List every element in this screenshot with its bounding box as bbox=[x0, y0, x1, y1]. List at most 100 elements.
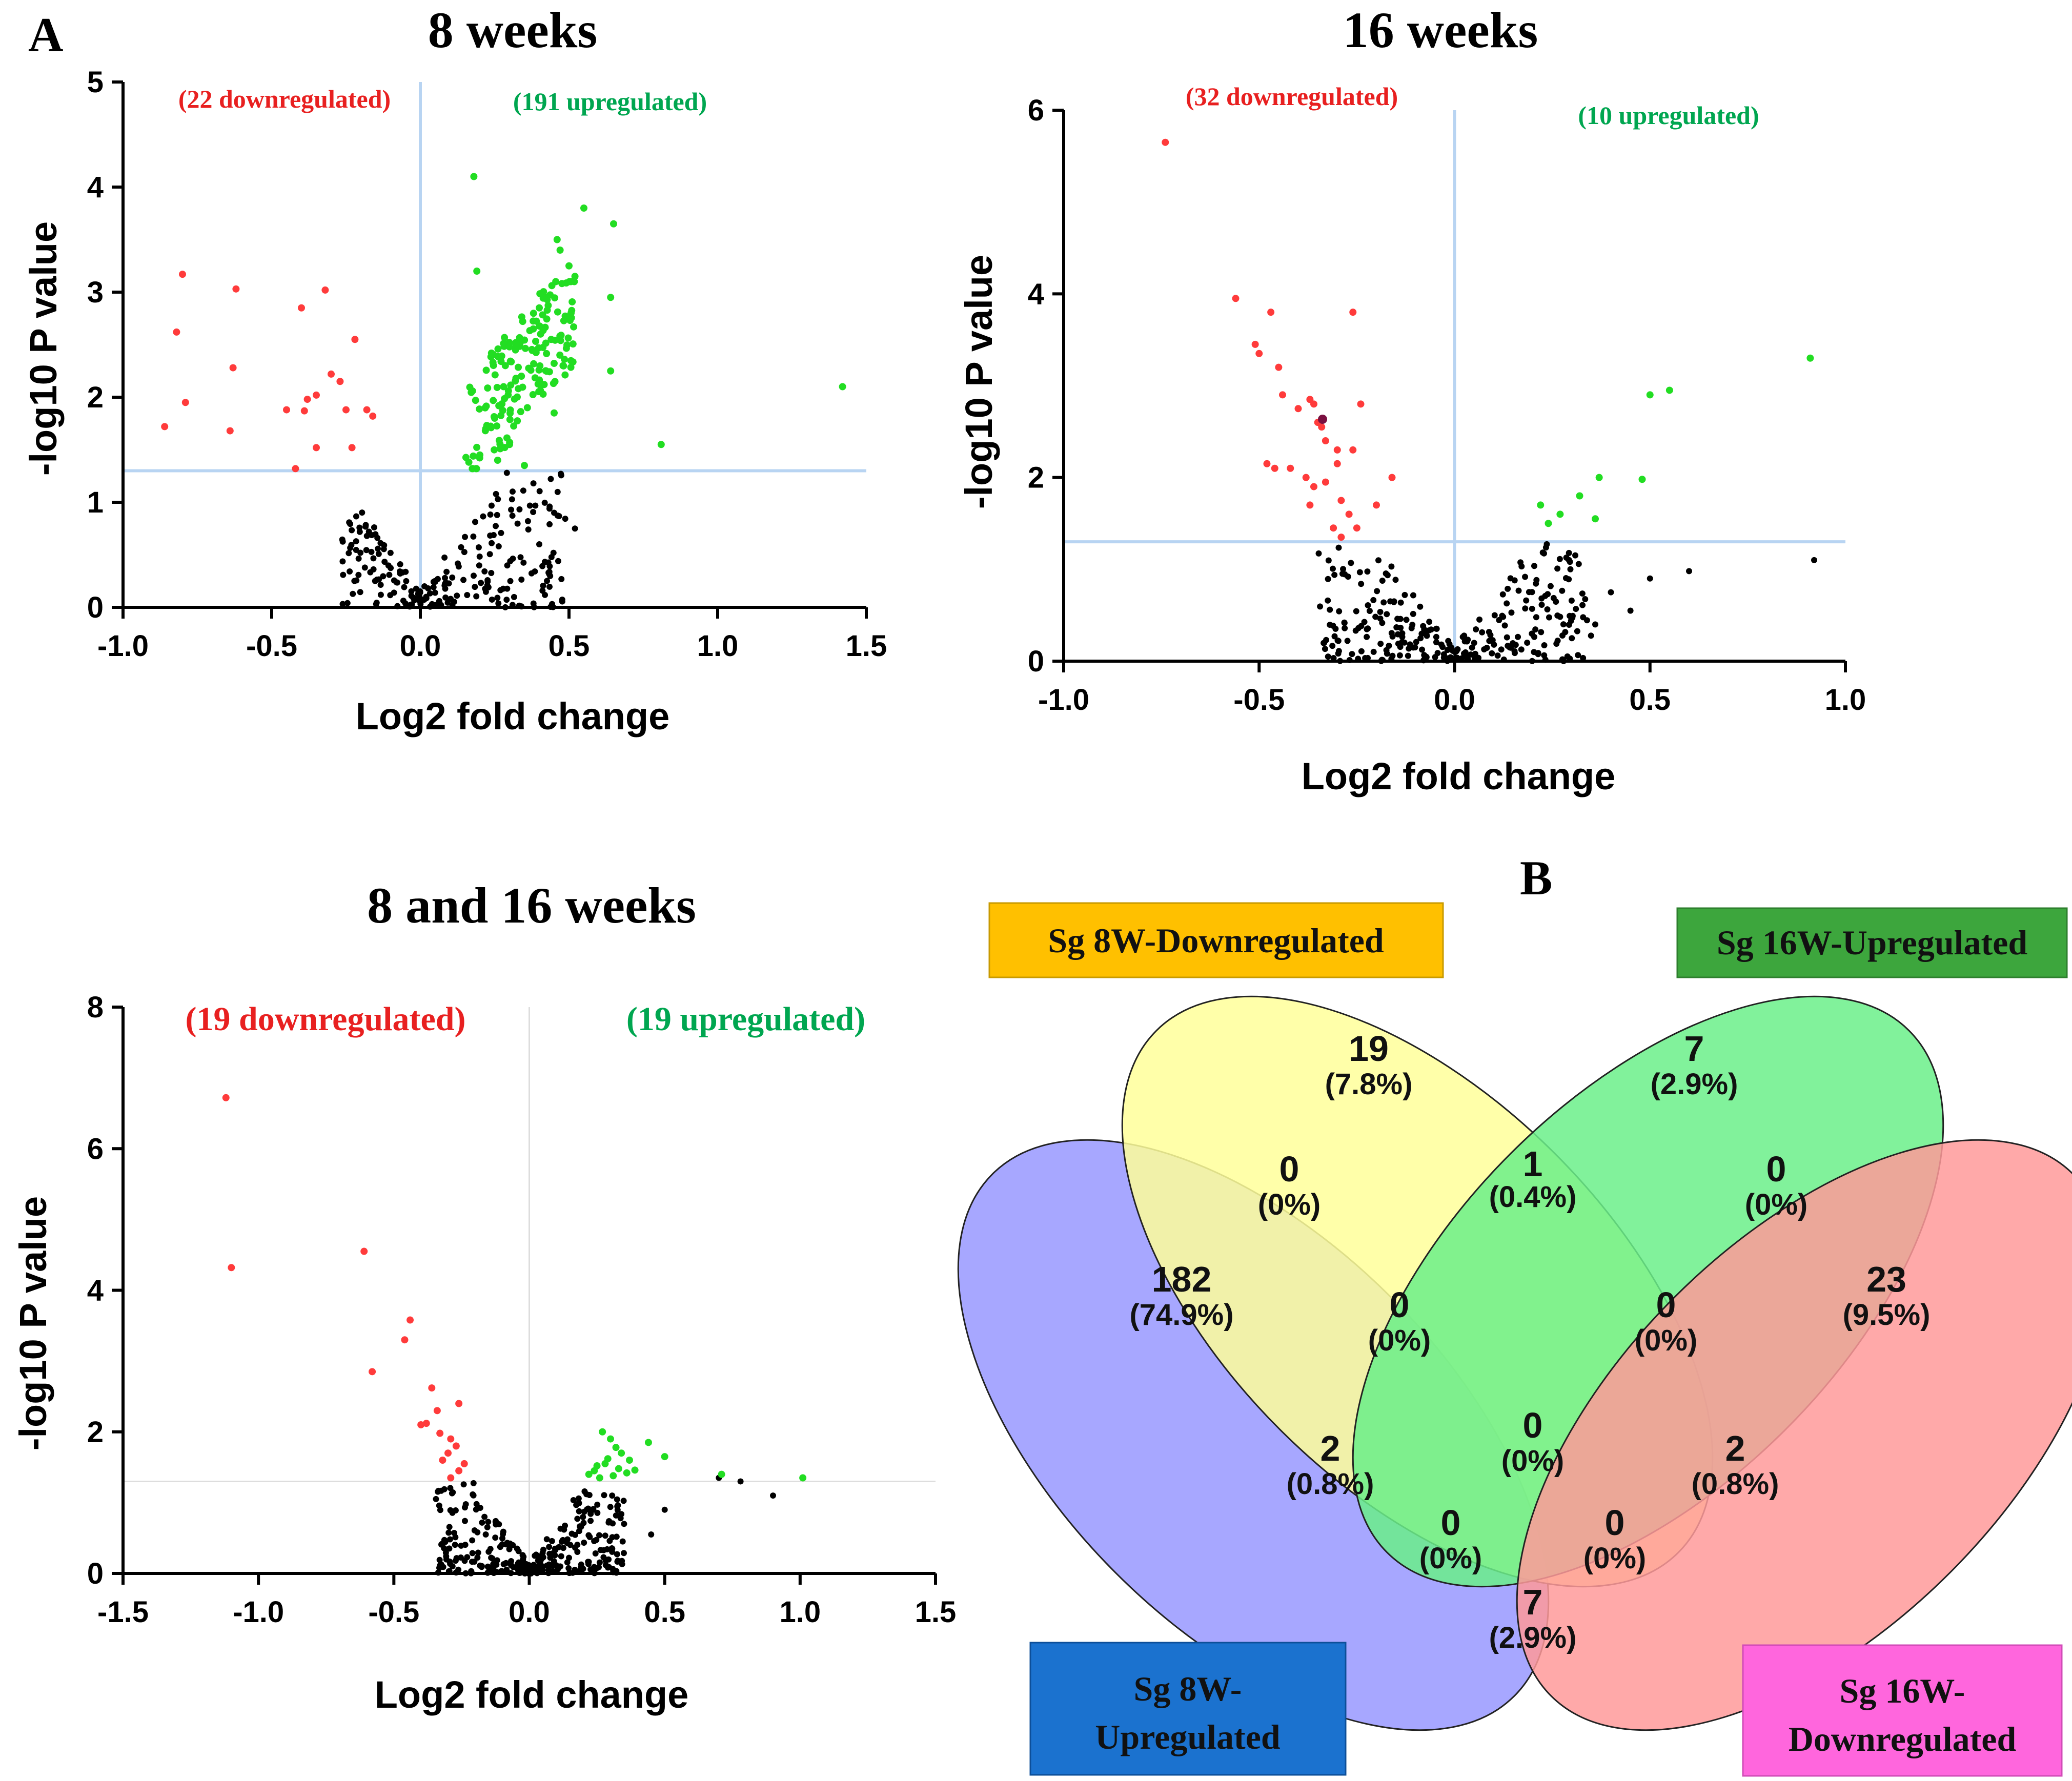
down-point bbox=[229, 364, 237, 372]
ns-point bbox=[1423, 654, 1430, 661]
ns-point bbox=[452, 1542, 458, 1548]
down-point bbox=[1349, 446, 1357, 454]
ns-point bbox=[442, 594, 449, 601]
ns-point bbox=[433, 1496, 439, 1502]
down-point bbox=[369, 412, 377, 420]
up-point bbox=[491, 371, 499, 379]
ns-point bbox=[1417, 603, 1424, 610]
up-point bbox=[537, 382, 545, 390]
ns-point bbox=[1515, 587, 1522, 594]
ns-point bbox=[397, 561, 403, 568]
ns-point bbox=[503, 469, 510, 476]
up-point bbox=[494, 457, 501, 464]
ns-point bbox=[614, 1551, 620, 1558]
ns-point bbox=[436, 1557, 443, 1563]
up-point bbox=[500, 383, 507, 391]
ns-point bbox=[1556, 556, 1563, 562]
ns-point bbox=[386, 571, 393, 578]
ns-point bbox=[1410, 610, 1416, 617]
up-point bbox=[493, 422, 501, 430]
ns-point bbox=[441, 554, 448, 561]
up-point bbox=[1665, 386, 1673, 394]
ns-point bbox=[446, 1559, 453, 1565]
ns-point bbox=[1510, 640, 1516, 646]
up-point bbox=[499, 406, 506, 414]
ns-point bbox=[1345, 574, 1351, 580]
up-point bbox=[623, 1469, 631, 1477]
ns-point bbox=[558, 1538, 565, 1545]
ns-point bbox=[339, 536, 346, 543]
ns-point bbox=[487, 1546, 494, 1552]
ns-point bbox=[340, 571, 347, 578]
ns-point bbox=[508, 1558, 515, 1565]
up-point bbox=[570, 323, 578, 331]
up-point bbox=[604, 1455, 612, 1463]
ns-point bbox=[1579, 602, 1586, 608]
down-point bbox=[1330, 524, 1337, 532]
ns-point bbox=[1518, 646, 1525, 653]
down-point bbox=[401, 1336, 409, 1344]
up-point bbox=[1638, 476, 1646, 483]
ns-point bbox=[371, 524, 377, 531]
ns-point bbox=[1575, 652, 1581, 659]
ns-point bbox=[545, 569, 552, 576]
x-tick-label: 0.5 bbox=[549, 629, 590, 663]
ns-point bbox=[542, 591, 549, 598]
ns-point bbox=[509, 496, 515, 503]
ns-point bbox=[618, 1511, 625, 1518]
ns-point bbox=[546, 521, 553, 527]
down-point bbox=[436, 1429, 444, 1437]
ns-point bbox=[1419, 646, 1426, 653]
venn-count-8wdown-16wup: 1 bbox=[1523, 1144, 1543, 1184]
ns-point bbox=[1426, 627, 1432, 634]
ns-point bbox=[454, 592, 460, 599]
ns-point bbox=[1524, 639, 1531, 646]
ns-point bbox=[1554, 565, 1561, 572]
up-point bbox=[567, 363, 575, 371]
ns-point bbox=[580, 1513, 586, 1520]
up-point bbox=[513, 393, 521, 401]
up-point bbox=[1806, 354, 1814, 362]
ns-point bbox=[1518, 563, 1525, 570]
ns-point bbox=[514, 520, 521, 527]
ns-point bbox=[587, 1510, 594, 1517]
up-point bbox=[514, 417, 521, 425]
ns-point bbox=[470, 1492, 477, 1499]
ns-point bbox=[421, 583, 428, 589]
ns-point bbox=[482, 1531, 489, 1538]
up-point bbox=[482, 366, 490, 374]
ns-point bbox=[1572, 552, 1579, 559]
ns-point bbox=[543, 1562, 550, 1569]
y-axis-label: -log10 P value bbox=[958, 255, 1000, 509]
up-point bbox=[607, 294, 615, 301]
down-point bbox=[439, 1457, 446, 1464]
ns-point bbox=[614, 1496, 620, 1503]
ns-point bbox=[620, 1498, 627, 1504]
ns-point bbox=[485, 584, 492, 590]
ns-point bbox=[348, 542, 355, 548]
ns-point bbox=[388, 565, 394, 571]
ns-point bbox=[1375, 557, 1382, 564]
up-point bbox=[521, 344, 529, 352]
ns-point bbox=[1529, 605, 1535, 612]
venn-diagram: 19 (7.8%) 7 (2.9%) 182 (74.9%) 23 (9.5%)… bbox=[957, 902, 2072, 1777]
ns-point bbox=[607, 1504, 614, 1510]
venn-legend-label-16w-down-line2: Downregulated bbox=[1789, 1719, 2017, 1758]
y-tick-label: 8 bbox=[87, 991, 104, 1024]
ns-point bbox=[518, 576, 525, 583]
ns-point bbox=[546, 583, 553, 590]
ns-point bbox=[614, 1559, 621, 1565]
ns-point bbox=[621, 1521, 627, 1527]
ns-point bbox=[1562, 629, 1569, 636]
up-point bbox=[507, 381, 515, 389]
ns-point bbox=[498, 529, 504, 536]
up-point bbox=[512, 375, 520, 382]
ns-point bbox=[1335, 650, 1342, 657]
ns-point bbox=[1433, 633, 1439, 640]
down-point bbox=[455, 1400, 463, 1407]
ns-point bbox=[1554, 612, 1561, 619]
up-point bbox=[518, 373, 525, 380]
ns-point bbox=[1531, 563, 1537, 569]
ns-point bbox=[370, 566, 377, 572]
ns-point bbox=[1505, 585, 1511, 592]
